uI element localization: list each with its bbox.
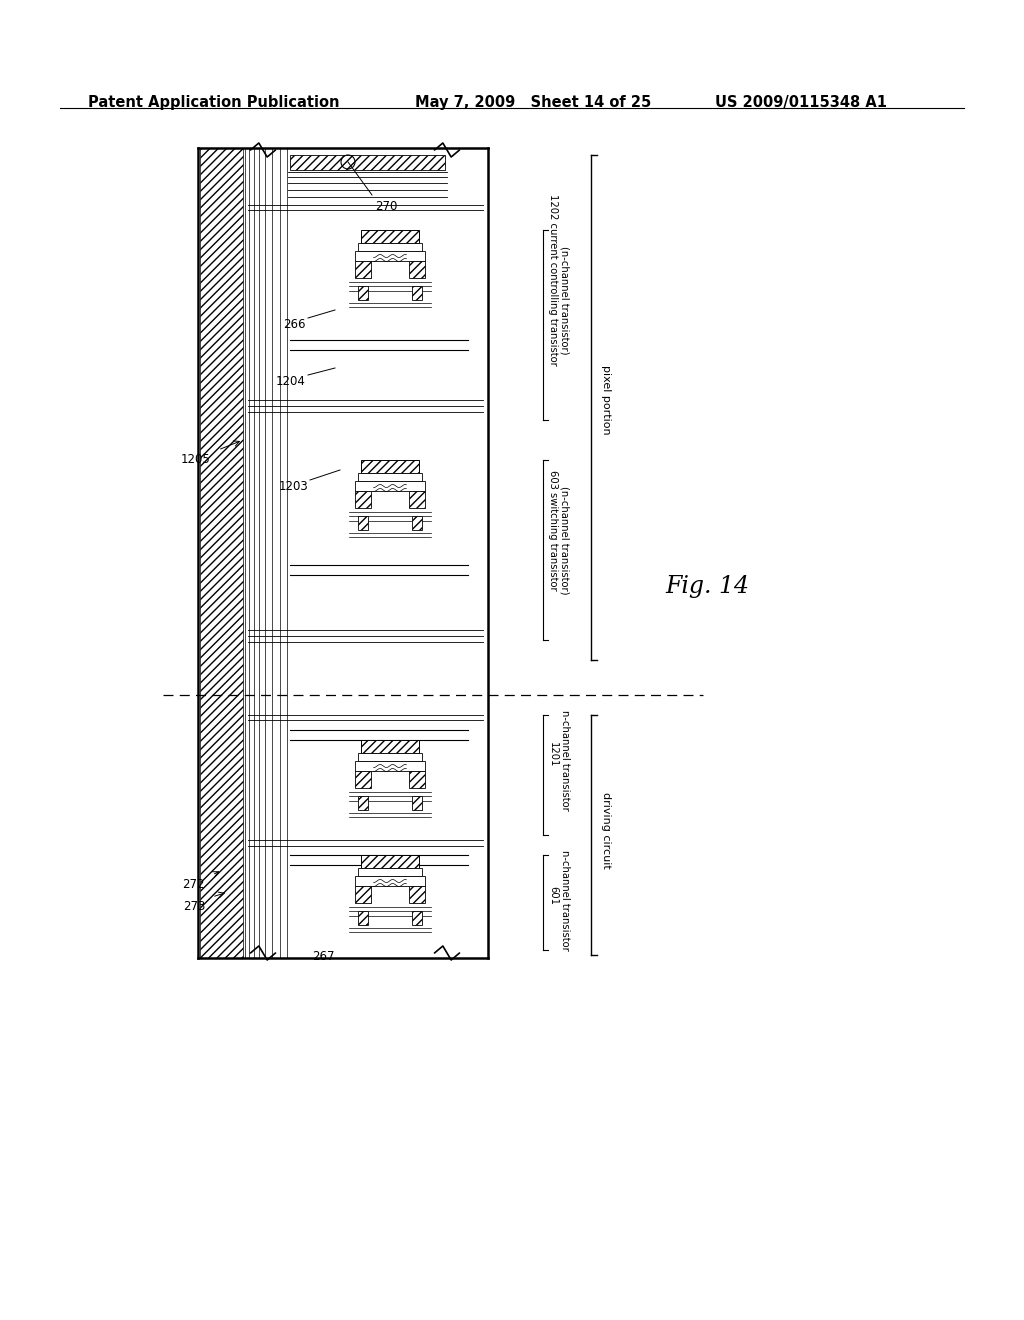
Bar — [361, 459, 419, 473]
Bar — [361, 741, 419, 752]
Bar — [355, 886, 371, 903]
Text: 601: 601 — [548, 886, 558, 904]
Text: US 2009/0115348 A1: US 2009/0115348 A1 — [715, 95, 887, 110]
Bar — [410, 771, 425, 788]
Text: 273: 273 — [182, 900, 205, 913]
Text: 1201: 1201 — [548, 742, 558, 768]
Text: n-channel transistor: n-channel transistor — [560, 710, 570, 810]
Bar — [358, 243, 422, 251]
Text: 1205: 1205 — [180, 453, 210, 466]
Bar — [200, 148, 243, 958]
Bar — [358, 473, 422, 480]
Bar — [361, 230, 419, 243]
Text: Patent Application Publication: Patent Application Publication — [88, 95, 340, 110]
Bar — [355, 480, 425, 491]
Bar — [357, 516, 369, 531]
Bar — [357, 911, 369, 925]
Bar — [410, 491, 425, 508]
Bar — [412, 286, 422, 300]
Bar — [412, 516, 422, 531]
Text: 1204: 1204 — [276, 375, 306, 388]
Text: (n-channel transistor): (n-channel transistor) — [560, 486, 570, 594]
Text: 272: 272 — [182, 878, 205, 891]
Text: Fig. 14: Fig. 14 — [665, 576, 749, 598]
Text: pixel portion: pixel portion — [601, 366, 611, 434]
Text: 603 switching transistor: 603 switching transistor — [548, 470, 558, 590]
Bar — [412, 796, 422, 810]
Bar — [410, 261, 425, 279]
Bar — [412, 911, 422, 925]
Bar — [358, 752, 422, 762]
Text: 266: 266 — [284, 318, 306, 331]
Text: 267: 267 — [312, 950, 335, 964]
Bar — [355, 251, 425, 261]
Bar — [358, 869, 422, 876]
Bar — [361, 855, 419, 869]
Text: driving circuit: driving circuit — [601, 792, 611, 869]
Bar — [410, 886, 425, 903]
Bar — [355, 876, 425, 886]
Bar — [355, 771, 371, 788]
Text: n-channel transistor: n-channel transistor — [560, 850, 570, 950]
Text: (n-channel transistor): (n-channel transistor) — [560, 246, 570, 354]
Text: 1203: 1203 — [279, 480, 308, 492]
Bar — [355, 491, 371, 508]
Bar — [357, 796, 369, 810]
Bar — [355, 261, 371, 279]
Bar — [355, 762, 425, 771]
Bar — [357, 286, 369, 300]
Text: 270: 270 — [375, 201, 397, 213]
Bar — [290, 154, 445, 170]
Text: 1202 current controlling transistor: 1202 current controlling transistor — [548, 194, 558, 366]
Text: May 7, 2009   Sheet 14 of 25: May 7, 2009 Sheet 14 of 25 — [415, 95, 651, 110]
